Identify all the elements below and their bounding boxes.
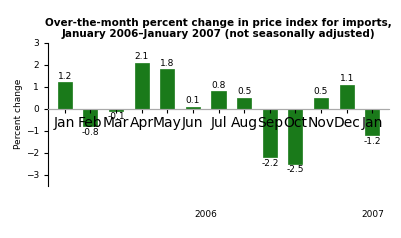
- Text: 1.1: 1.1: [340, 74, 354, 83]
- Bar: [109, 109, 123, 111]
- Text: 1.8: 1.8: [160, 59, 174, 68]
- Bar: [135, 63, 149, 109]
- Bar: [160, 69, 174, 109]
- Bar: [340, 84, 354, 109]
- Text: 2.1: 2.1: [135, 52, 149, 61]
- Bar: [365, 109, 379, 135]
- Text: -2.2: -2.2: [261, 159, 278, 168]
- Text: 1.2: 1.2: [58, 72, 72, 81]
- Text: -0.1: -0.1: [107, 113, 125, 121]
- Text: 2007: 2007: [361, 210, 384, 219]
- Text: 0.8: 0.8: [211, 81, 226, 90]
- Bar: [58, 82, 72, 109]
- Text: 2006: 2006: [194, 210, 217, 219]
- Bar: [314, 98, 328, 109]
- Bar: [263, 109, 277, 157]
- Y-axis label: Percent change: Percent change: [14, 79, 23, 149]
- Bar: [237, 98, 251, 109]
- Text: 0.5: 0.5: [314, 87, 328, 96]
- Bar: [186, 107, 200, 109]
- Bar: [211, 91, 226, 109]
- Title: Over-the-month percent change in price index for imports,
January 2006–January 2: Over-the-month percent change in price i…: [45, 18, 392, 39]
- Bar: [288, 109, 302, 164]
- Text: -2.5: -2.5: [287, 165, 304, 174]
- Text: -0.8: -0.8: [81, 128, 99, 137]
- Text: 0.1: 0.1: [186, 96, 200, 105]
- Text: -1.2: -1.2: [364, 137, 381, 146]
- Bar: [83, 109, 97, 126]
- Text: 0.5: 0.5: [237, 87, 251, 96]
